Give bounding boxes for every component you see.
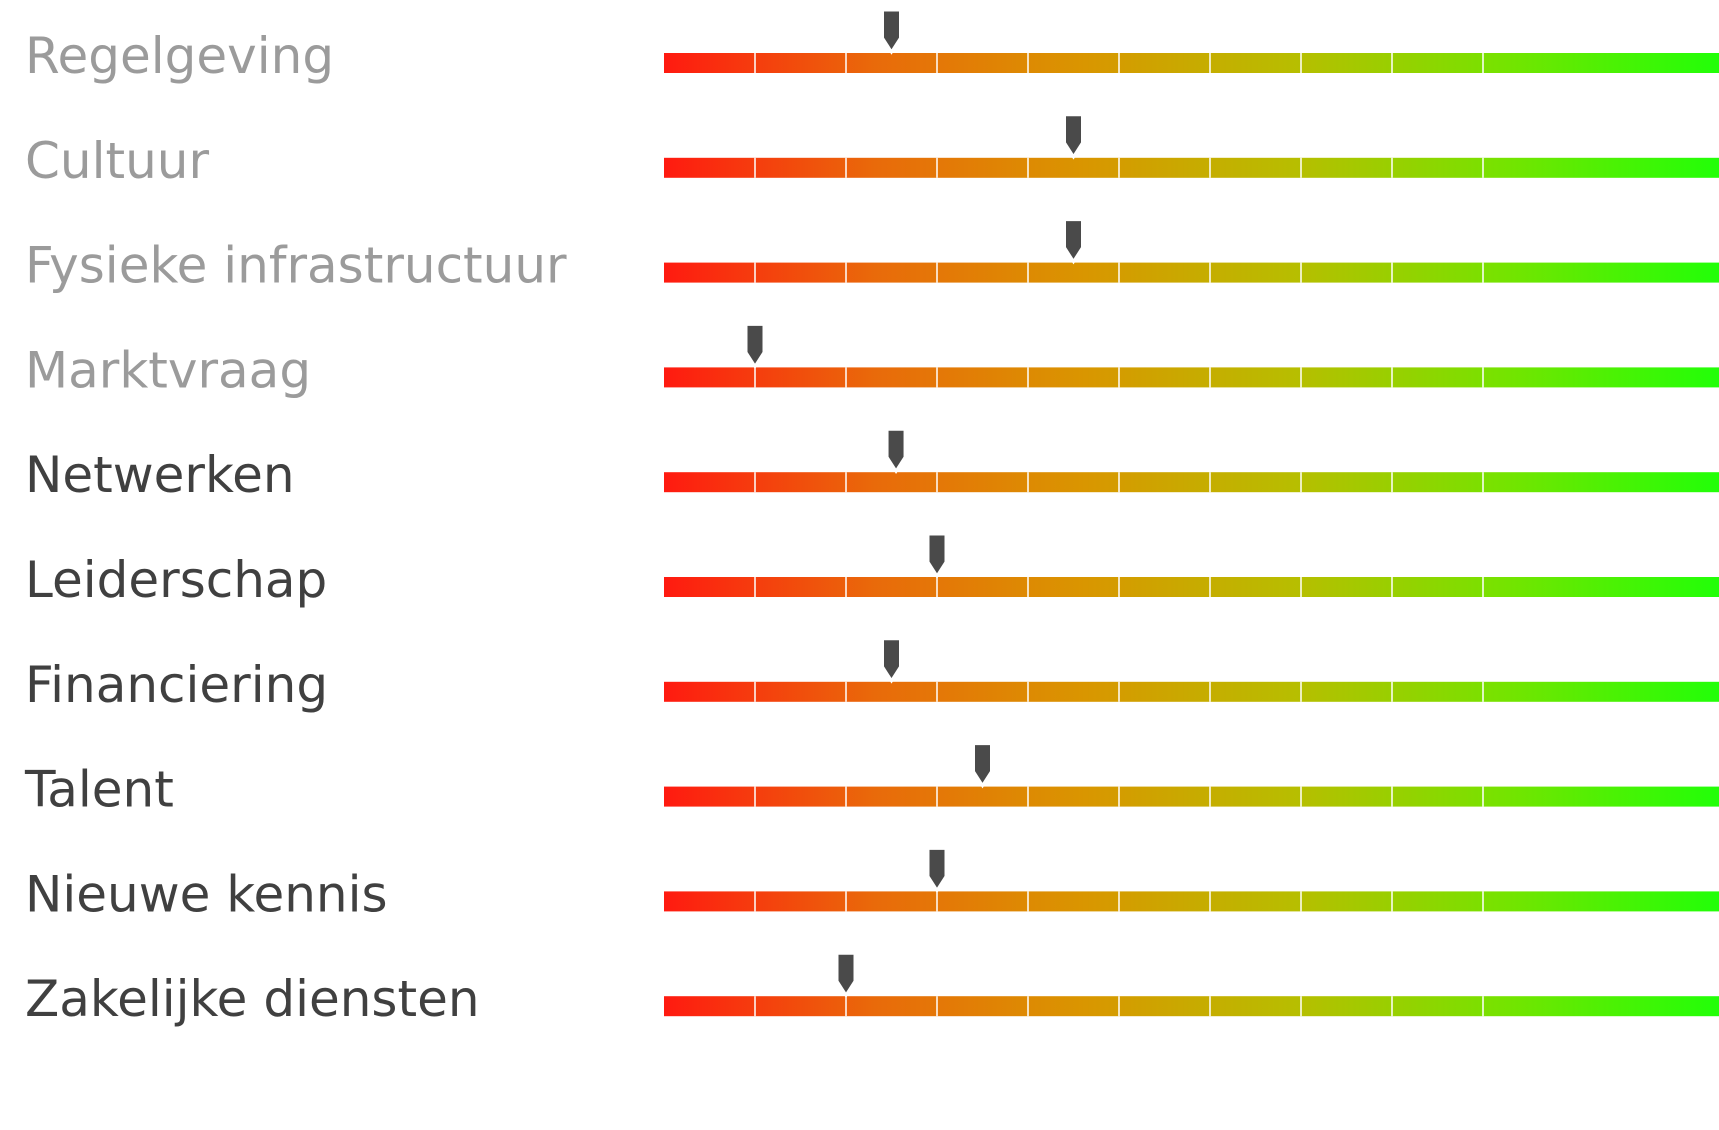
row-label: Leiderschap: [25, 551, 327, 609]
value-marker: [881, 8, 902, 55]
gradient-bar: [664, 681, 1719, 702]
gradient-bar: [664, 786, 1719, 807]
value-marker: [926, 532, 948, 579]
indicator-row: Talent: [24, 742, 1719, 819]
row-label: Nieuwe kennis: [25, 865, 388, 923]
gradient-bar: [664, 157, 1719, 178]
value-marker: [972, 742, 993, 789]
row-label: Zakelijke diensten: [25, 970, 480, 1028]
value-marker: [835, 951, 857, 998]
row-label: Talent: [24, 761, 174, 819]
indicator-row: Nieuwe kennis: [25, 846, 1719, 923]
value-marker: [881, 637, 902, 684]
indicator-row: Financiering: [25, 637, 1719, 714]
gradient-bar: [664, 891, 1719, 912]
rows-layer: Regelgeving Cultuur Fysieke infrastructuur…: [24, 8, 1719, 1028]
value-marker: [744, 322, 766, 370]
value-marker: [926, 846, 948, 894]
gradient-bar: [664, 996, 1719, 1017]
value-marker: [1063, 113, 1084, 160]
indicator-row: Zakelijke diensten: [25, 951, 1719, 1028]
value-marker: [885, 427, 907, 474]
value-marker: [1063, 218, 1084, 265]
row-label: Netwerken: [25, 446, 295, 504]
indicator-row: Cultuur: [25, 113, 1719, 190]
indicator-row: Marktvraag: [25, 322, 1719, 399]
gradient-bar: [664, 577, 1719, 597]
gradient-bar: [664, 53, 1719, 73]
indicator-row: Leiderschap: [25, 532, 1719, 609]
row-label: Cultuur: [25, 132, 209, 190]
row-label: Marktvraag: [25, 341, 311, 399]
gradient-bar: [664, 367, 1719, 388]
indicator-row: Fysieke infrastructuur: [25, 218, 1719, 295]
row-label: Regelgeving: [25, 27, 334, 85]
gradient-bar: [664, 262, 1719, 283]
gradient-bar: [664, 472, 1719, 493]
indicator-row: Netwerken: [25, 427, 1719, 504]
row-label: Financiering: [25, 656, 328, 714]
row-label: Fysieke infrastructuur: [25, 237, 567, 295]
indicator-row: Regelgeving: [25, 8, 1719, 85]
